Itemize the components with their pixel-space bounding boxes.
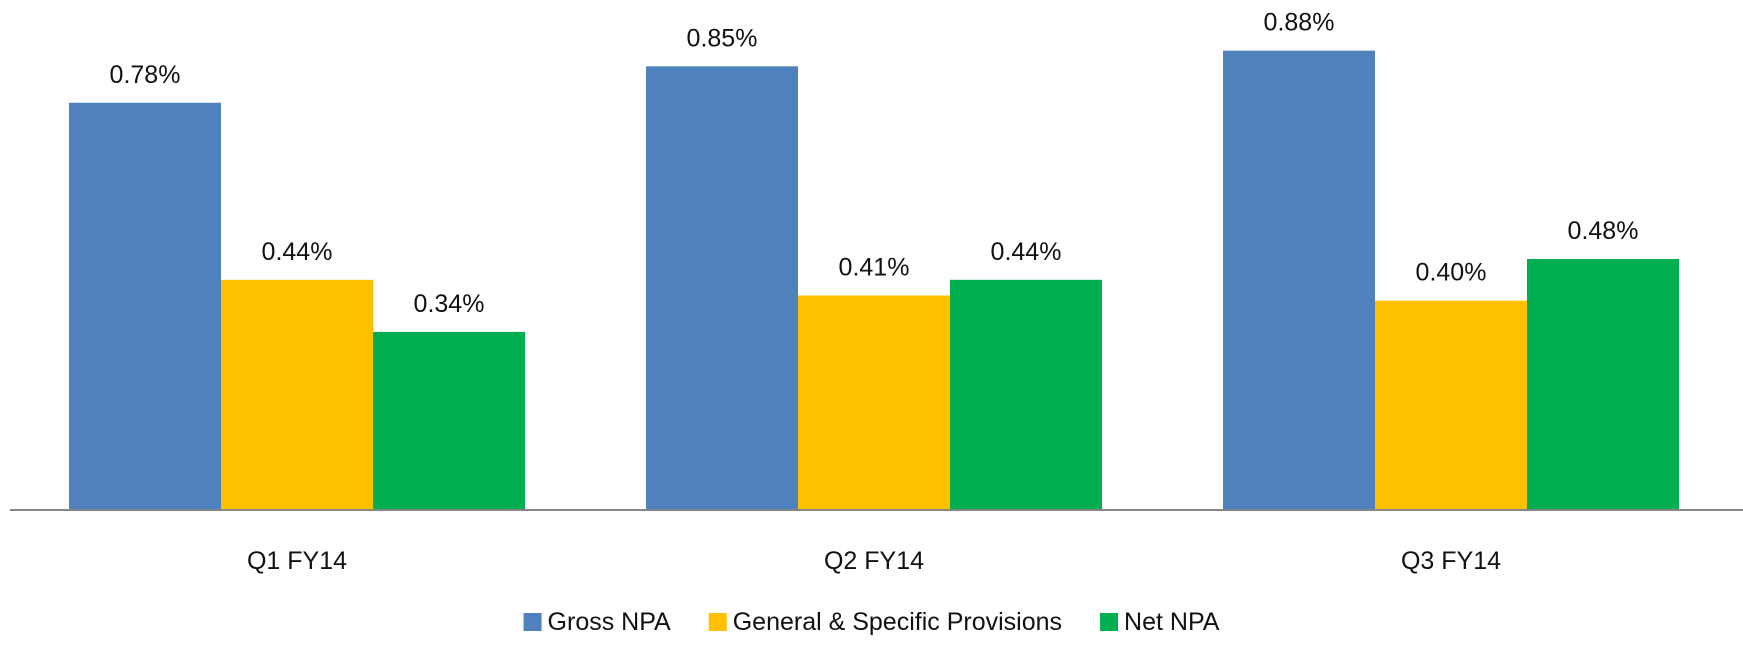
data-label-net-npa-q3-fy14: 0.48% (1568, 217, 1639, 245)
legend-swatch-net-npa (1100, 613, 1119, 631)
bar-net-npa-q2-fy14 (950, 279, 1102, 509)
legend-swatch-gross-npa (523, 613, 542, 631)
bar-gross-npa-q3-fy14 (1223, 50, 1375, 510)
data-label-general-and-specific-provisions-q3-fy14: 0.40% (1416, 259, 1487, 287)
data-label-net-npa-q2-fy14: 0.44% (991, 238, 1062, 266)
category-label-q3-fy14: Q3 FY14 (1401, 547, 1501, 575)
legend-swatch-general-and-specific-provisions (708, 613, 727, 631)
data-label-gross-npa-q1-fy14: 0.78% (110, 61, 181, 89)
legend-label-general-and-specific-provisions: General & Specific Provisions (733, 608, 1062, 636)
data-label-gross-npa-q3-fy14: 0.88% (1264, 9, 1335, 37)
category-label-q1-fy14: Q1 FY14 (247, 547, 347, 575)
legend-item-net-npa: Net NPA (1100, 608, 1220, 636)
data-label-gross-npa-q2-fy14: 0.85% (687, 24, 758, 52)
bar-net-npa-q1-fy14 (373, 331, 525, 509)
legend: Gross NPA General & Specific Provisions Ne… (523, 608, 1220, 636)
data-label-general-and-specific-provisions-q1-fy14: 0.44% (262, 238, 333, 266)
legend-item-general-and-specific-provisions: General & Specific Provisions (708, 608, 1062, 636)
bar-general-and-specific-provisions-q1-fy14 (221, 279, 373, 509)
bar-general-and-specific-provisions-q2-fy14 (798, 295, 950, 509)
data-labels-layer: 0.78% 0.44% 0.34% 0.85% 0.41% 0.44% 0.88% 0.40%… (110, 9, 1639, 318)
bars-layer (69, 50, 1679, 510)
category-label-q2-fy14: Q2 FY14 (824, 547, 924, 575)
bar-gross-npa-q1-fy14 (69, 102, 221, 509)
bar-gross-npa-q2-fy14 (646, 66, 798, 510)
legend-label-gross-npa: Gross NPA (548, 608, 671, 636)
legend-label-net-npa: Net NPA (1124, 608, 1220, 636)
category-labels-layer: Q1 FY14 Q2 FY14 Q3 FY14 (247, 547, 1501, 575)
bar-net-npa-q3-fy14 (1527, 259, 1679, 509)
data-label-net-npa-q1-fy14: 0.34% (414, 290, 485, 318)
bar-general-and-specific-provisions-q3-fy14 (1375, 300, 1527, 509)
legend-item-gross-npa: Gross NPA (523, 608, 671, 636)
data-label-general-and-specific-provisions-q2-fy14: 0.41% (839, 253, 910, 281)
